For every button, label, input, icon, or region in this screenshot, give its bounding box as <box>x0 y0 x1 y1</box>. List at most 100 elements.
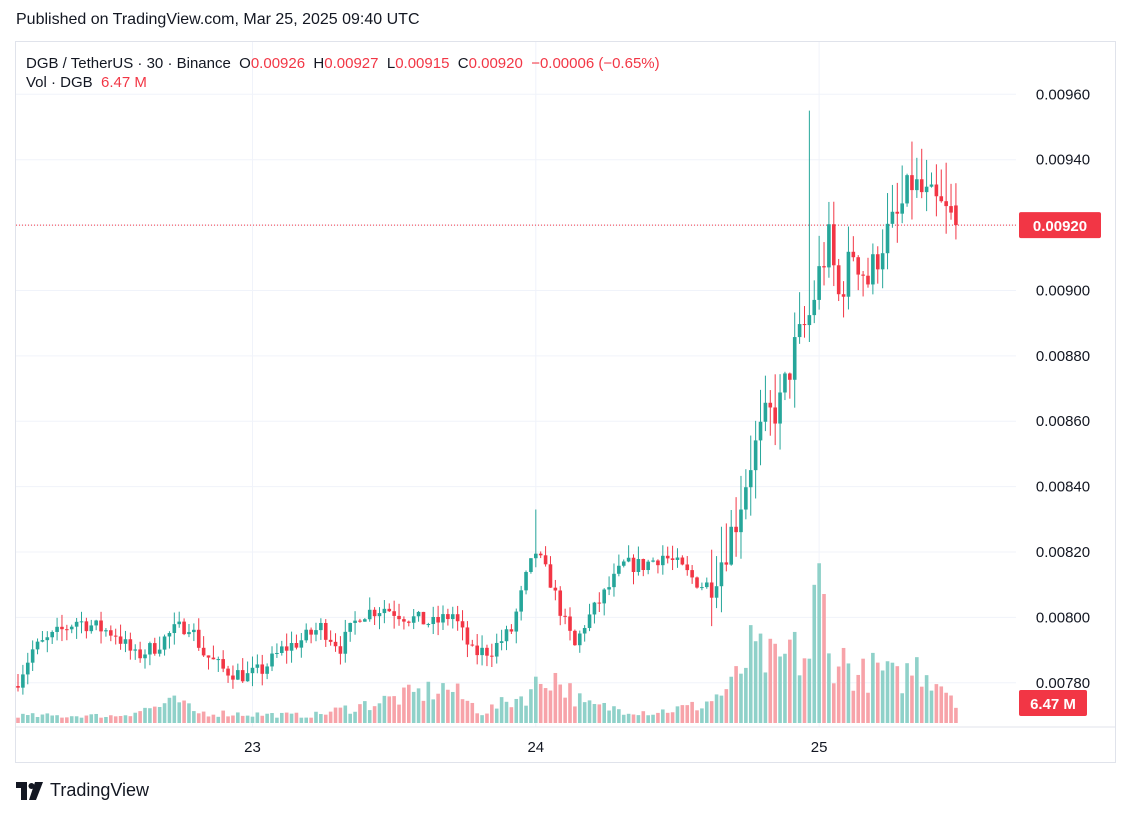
volume-bar <box>265 713 269 723</box>
candle-body <box>348 622 352 632</box>
price-tick-label: 0.00880 <box>1036 348 1090 365</box>
candle-body <box>934 184 939 197</box>
candle-body <box>411 616 416 623</box>
candle-body <box>35 641 40 650</box>
volume-bar <box>319 714 323 723</box>
candle-body <box>74 621 79 627</box>
candle-body <box>817 266 821 300</box>
volume-bar <box>299 717 304 723</box>
candle-body <box>60 626 64 630</box>
candle-body <box>783 373 787 393</box>
candle-body <box>382 608 387 614</box>
candle-body <box>157 649 162 654</box>
candle-body <box>880 253 885 270</box>
volume-bar <box>358 704 362 723</box>
candle-body <box>558 590 563 616</box>
volume-bar <box>729 676 734 723</box>
volume-bar <box>797 675 802 723</box>
candle-body <box>353 620 357 623</box>
time-axis[interactable]: 23 24 25 <box>16 726 1115 756</box>
candle-body <box>582 627 587 634</box>
volume-bar <box>323 714 328 723</box>
volume-bar <box>231 715 235 723</box>
candle-body <box>631 557 636 572</box>
volume-bar <box>631 714 636 723</box>
volume-bar <box>211 714 216 723</box>
price-tick-label: 0.00960 <box>1036 86 1090 103</box>
chart-frame[interactable]: 0.00780 0.00800 0.00820 0.00840 0.00860 0.008… <box>15 41 1116 763</box>
candle-body <box>900 203 904 214</box>
volume-bar <box>348 713 352 723</box>
candle-body <box>851 251 856 258</box>
volume-bar <box>294 712 299 723</box>
candle-body <box>587 614 592 628</box>
candle-body <box>905 175 909 204</box>
volume-bar <box>216 716 221 723</box>
volume-bar <box>773 643 777 723</box>
volume-bar <box>338 707 343 723</box>
time-tick-label: 25 <box>811 739 828 756</box>
candle-body <box>255 664 260 668</box>
candle-body <box>309 629 313 635</box>
volume-bar <box>40 714 45 723</box>
candle-body <box>397 615 401 620</box>
candle-body <box>524 571 528 591</box>
candle-body <box>768 402 773 408</box>
symbol-label[interactable]: DGB / TetherUS · 30 · Binance <box>26 55 231 72</box>
volume-bar <box>621 714 626 723</box>
volume-bar <box>768 638 773 723</box>
ohlc-row: DGB / TetherUS · 30 · Binance O0.00926 H… <box>26 54 660 73</box>
candle-body <box>279 646 284 653</box>
candle-body <box>118 636 123 644</box>
volume-label[interactable]: Vol · DGB <box>26 74 93 91</box>
candle-body <box>338 646 343 654</box>
volume-bar <box>416 688 421 723</box>
candle-body <box>709 582 714 598</box>
open-label: O <box>239 55 251 72</box>
volume-bar <box>792 631 797 723</box>
volume-bar <box>226 716 230 723</box>
volume-bar <box>612 706 616 723</box>
candle-body <box>84 621 89 632</box>
candle-body <box>592 602 597 615</box>
volume-badge-label: 6.47 M <box>1030 696 1076 713</box>
volume-bar <box>182 700 186 723</box>
candle-body <box>499 641 504 643</box>
price-axis[interactable]: 0.00780 0.00800 0.00820 0.00840 0.00860 0.008… <box>1019 86 1101 716</box>
volume-bar <box>690 701 694 723</box>
volume-bar <box>157 706 162 723</box>
candle-body <box>152 643 157 654</box>
volume-bar <box>851 690 856 723</box>
volume-bar <box>582 702 587 723</box>
candle-body <box>372 609 377 617</box>
high-value: 0.00927 <box>324 55 379 72</box>
volume-bar <box>827 653 831 723</box>
candle-body <box>182 621 186 635</box>
candle-body <box>270 653 274 667</box>
volume-bar <box>607 710 611 723</box>
candle-body <box>55 626 59 632</box>
candle-body <box>553 587 558 591</box>
volume-bar <box>665 712 670 723</box>
low-label: L <box>386 55 396 72</box>
candle-body <box>656 560 660 566</box>
volume-bar <box>104 717 108 723</box>
candle-body <box>94 620 98 626</box>
candle-body <box>778 392 782 424</box>
candle-body <box>304 629 309 641</box>
candle-body <box>16 686 20 688</box>
footer-brand[interactable]: TradingView <box>16 780 149 801</box>
volume-bar <box>65 717 69 723</box>
candle-body <box>343 631 348 654</box>
volume-bar <box>548 690 553 723</box>
volume-bar <box>372 706 377 723</box>
volume-bar <box>275 717 279 723</box>
candlestick-chart[interactable]: 0.00780 0.00800 0.00820 0.00840 0.00860 0.008… <box>16 42 1115 762</box>
candle-body <box>45 637 50 641</box>
candle-body <box>392 611 396 616</box>
volume-bar <box>915 657 919 723</box>
volume-bar <box>162 703 167 723</box>
volume-bar <box>538 683 543 723</box>
volume-bar <box>446 689 450 723</box>
candle-body <box>143 654 147 659</box>
